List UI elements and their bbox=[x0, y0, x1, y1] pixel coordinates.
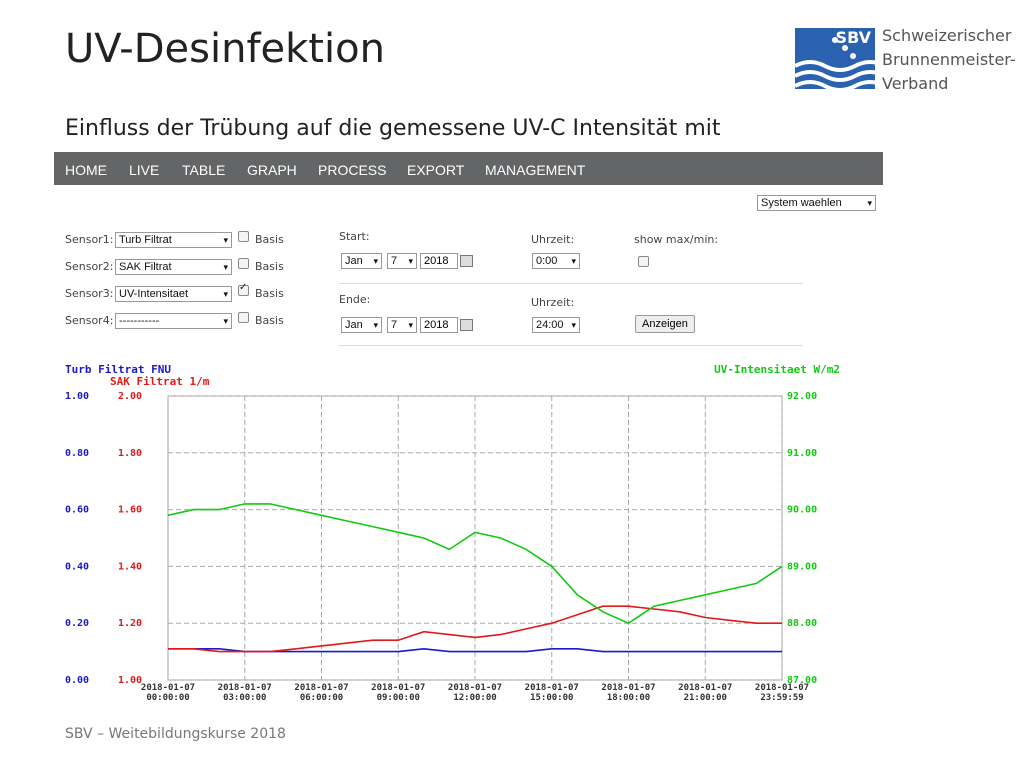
y-tick-label: 90.00 bbox=[787, 505, 817, 516]
nav-bar bbox=[54, 152, 883, 185]
system-select[interactable]: System waehlen bbox=[757, 195, 876, 211]
time-label: Uhrzeit: bbox=[531, 296, 575, 309]
sensor-select[interactable]: ----------- bbox=[115, 313, 232, 329]
y-tick-label: 87.00 bbox=[787, 675, 817, 686]
time-select[interactable]: 24:00 bbox=[532, 317, 580, 333]
basis-label: Basis bbox=[255, 314, 284, 327]
logo-text: Verband bbox=[882, 74, 949, 93]
logo-image: SBV bbox=[795, 28, 875, 89]
y-tick-label: 1.60 bbox=[118, 505, 142, 516]
axis-title: Turb Filtrat FNU bbox=[65, 363, 171, 376]
sensor-select[interactable]: SAK Filtrat bbox=[115, 259, 232, 275]
sensor-select[interactable]: UV-Intensitaet bbox=[115, 286, 232, 302]
series-line bbox=[167, 503, 783, 625]
nav-item[interactable]: PROCESS bbox=[318, 162, 387, 178]
basis-label: Basis bbox=[255, 260, 284, 273]
y-tick-label: 2.00 bbox=[118, 391, 142, 402]
basis-checkbox[interactable] bbox=[238, 258, 249, 269]
sensor-label: Sensor2: bbox=[65, 260, 114, 273]
end-label: Ende: bbox=[339, 293, 371, 306]
y-tick-label: 0.20 bbox=[65, 618, 89, 629]
footer: SBV – Weitebildungskurse 2018 bbox=[65, 726, 286, 742]
time-select[interactable]: 0:00 bbox=[532, 253, 580, 269]
y-tick-label: 92.00 bbox=[787, 391, 817, 402]
basis-label: Basis bbox=[255, 233, 284, 246]
slide-subtitle: Einfluss der Trübung auf die gemessene U… bbox=[65, 116, 721, 141]
logo-text: Schweizerischer bbox=[882, 26, 1012, 45]
month-select[interactable]: Jan bbox=[341, 253, 382, 269]
x-tick-label: 2018-01-07 06:00:00 bbox=[294, 683, 349, 703]
sensor-select[interactable]: Turb Filtrat bbox=[115, 232, 232, 248]
y-tick-label: 0.00 bbox=[65, 675, 89, 686]
nav-item[interactable]: HOME bbox=[65, 162, 107, 178]
sensor-label: Sensor3: bbox=[65, 287, 114, 300]
logo-text: Brunnenmeister- bbox=[882, 50, 1016, 69]
y-tick-label: 0.60 bbox=[65, 505, 89, 516]
y-tick-label: 1.40 bbox=[118, 561, 142, 572]
nav-item[interactable]: TABLE bbox=[182, 162, 226, 178]
x-tick-label: 2018-01-07 18:00:00 bbox=[601, 683, 656, 703]
show-button[interactable]: Anzeigen bbox=[635, 315, 695, 333]
start-label: Start: bbox=[339, 230, 370, 243]
calendar-button[interactable] bbox=[460, 255, 473, 267]
sensor-label: Sensor1: bbox=[65, 233, 114, 246]
nav-item[interactable]: GRAPH bbox=[247, 162, 297, 178]
nav-item[interactable]: MANAGEMENT bbox=[485, 162, 586, 178]
day-select[interactable]: 7 bbox=[387, 253, 417, 269]
y-tick-label: 1.20 bbox=[118, 618, 142, 629]
nav-item[interactable]: LIVE bbox=[129, 162, 160, 178]
y-tick-label: 91.00 bbox=[787, 448, 817, 459]
x-tick-label: 2018-01-07 00:00:00 bbox=[140, 683, 196, 703]
x-tick-label: 2018-01-07 12:00:00 bbox=[447, 683, 503, 703]
basis-checkbox[interactable] bbox=[238, 312, 249, 323]
x-tick-label: 2018-01-07 15:00:00 bbox=[524, 683, 579, 703]
axis-title: UV-Intensitaet W/m2 bbox=[714, 363, 840, 376]
x-tick-label: 2018-01-07 09:00:00 bbox=[371, 683, 426, 703]
x-tick-label: 2018-01-07 03:00:00 bbox=[217, 683, 272, 703]
month-select[interactable]: Jan bbox=[341, 317, 382, 333]
day-select[interactable]: 7 bbox=[387, 317, 417, 333]
y-tick-label: 89.00 bbox=[787, 561, 817, 572]
x-tick-label: 2018-01-07 21:00:00 bbox=[678, 683, 733, 703]
slide-title: UV-Desinfektion bbox=[65, 26, 385, 72]
divider bbox=[339, 345, 803, 346]
logo-waves bbox=[795, 37, 875, 89]
calendar-button[interactable] bbox=[460, 319, 473, 331]
y-tick-label: 1.80 bbox=[118, 448, 142, 459]
y-tick-label: 1.00 bbox=[65, 391, 89, 402]
divider bbox=[339, 283, 803, 284]
basis-checkbox[interactable] bbox=[238, 231, 249, 242]
y-tick-label: 88.00 bbox=[787, 618, 817, 629]
y-tick-label: 0.40 bbox=[65, 561, 89, 572]
basis-label: Basis bbox=[255, 287, 284, 300]
show-label: show max/min: bbox=[634, 233, 719, 246]
basis-checkbox[interactable] bbox=[238, 282, 249, 296]
y-tick-label: 0.80 bbox=[65, 448, 89, 459]
time-label: Uhrzeit: bbox=[531, 233, 575, 246]
series-line bbox=[168, 605, 782, 653]
axis-title: SAK Filtrat 1/m bbox=[110, 375, 210, 388]
logo-abbr: SBV bbox=[835, 28, 871, 47]
y-tick-label: 1.00 bbox=[118, 675, 142, 686]
year-input[interactable]: 2018 bbox=[420, 253, 458, 269]
nav-item[interactable]: EXPORT bbox=[407, 162, 465, 178]
show-checkbox[interactable] bbox=[638, 256, 649, 267]
year-input[interactable]: 2018 bbox=[420, 317, 458, 333]
x-tick-label: 2018-01-07 23:59:59 bbox=[754, 683, 810, 703]
sensor-label: Sensor4: bbox=[65, 314, 114, 327]
